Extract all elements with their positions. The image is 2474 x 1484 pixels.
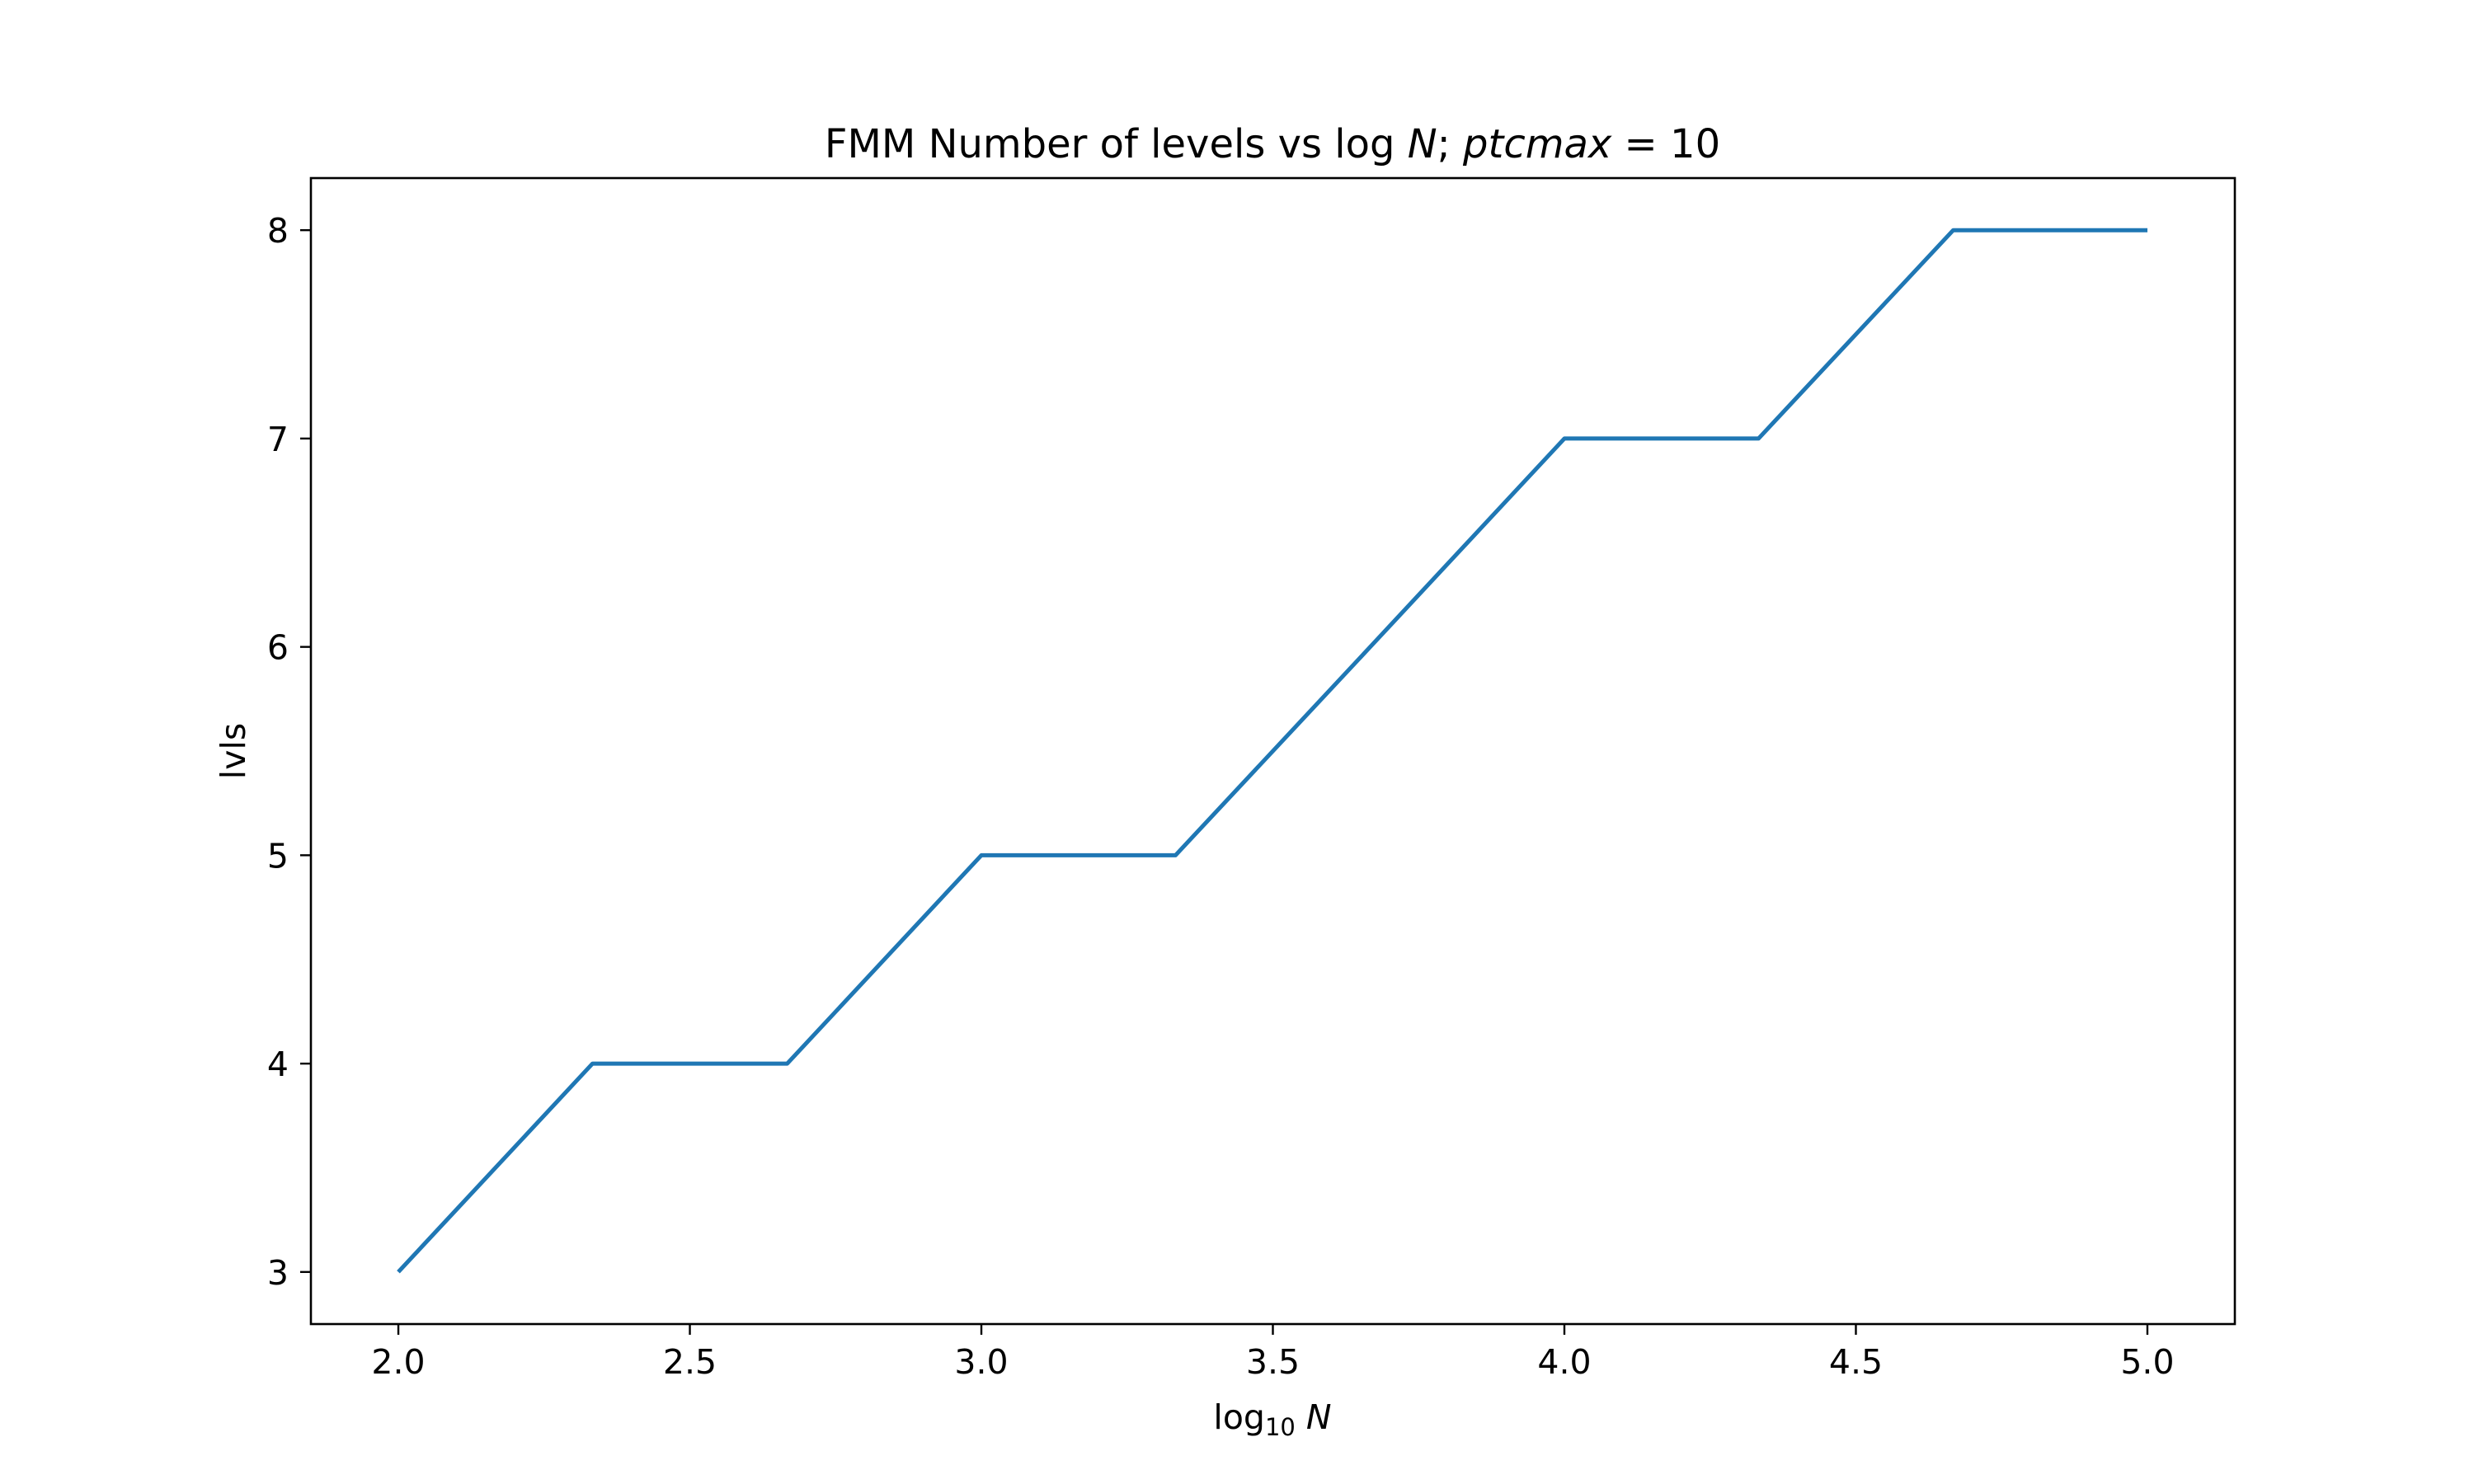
y-tick-label: 3 xyxy=(267,1253,289,1293)
x-axis-label: log10 N xyxy=(1213,1397,1331,1441)
title-mid: ; xyxy=(1437,121,1463,167)
title-var: N xyxy=(1408,121,1437,167)
x-tick-label: 5.0 xyxy=(2120,1342,2174,1382)
x-tick-label: 3.0 xyxy=(954,1342,1008,1382)
chart-title: FMM Number of levels vs log N; ptcmax = … xyxy=(825,121,1720,167)
x-tick-label: 4.0 xyxy=(1537,1342,1591,1382)
y-tick-label: 6 xyxy=(267,628,289,668)
plot-area xyxy=(397,228,2147,1274)
y-tick-label: 8 xyxy=(267,211,289,251)
x-axis-label-var: N xyxy=(1306,1397,1332,1437)
x-tick-label: 2.5 xyxy=(663,1342,717,1382)
x-axis-label-base: log xyxy=(1213,1397,1265,1437)
title-suffix: = 10 xyxy=(1611,121,1720,167)
title-prefix: FMM Number of levels vs log xyxy=(825,121,1408,167)
x-axis-label-sub: 10 xyxy=(1265,1413,1296,1441)
x-tick-label: 4.5 xyxy=(1829,1342,1883,1382)
series-line-1 xyxy=(397,228,2147,1274)
y-axis-label: lvls xyxy=(214,723,253,779)
x-tick-label: 2.0 xyxy=(371,1342,425,1382)
x-axis: 2.0 2.5 3.0 3.5 4.0 4.5 5.0 xyxy=(371,1324,2175,1382)
y-axis: 3 4 5 6 7 8 xyxy=(267,211,311,1293)
title-param: ptcmax xyxy=(1462,121,1612,167)
y-tick-label: 4 xyxy=(267,1045,289,1084)
y-tick-label: 7 xyxy=(267,420,289,459)
x-axis-label-gap xyxy=(1296,1397,1306,1437)
y-tick-label: 5 xyxy=(267,836,289,876)
x-tick-label: 3.5 xyxy=(1246,1342,1300,1382)
